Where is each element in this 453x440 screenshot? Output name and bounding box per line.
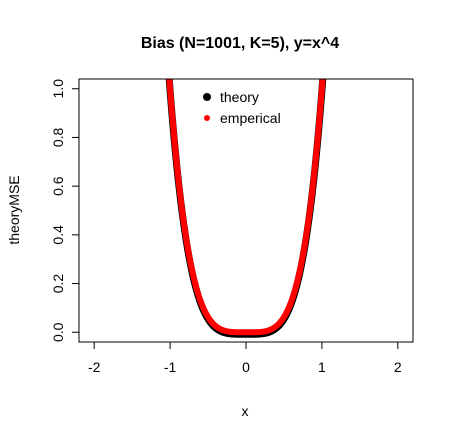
x-axis-label: x [242, 403, 249, 419]
x-tick-label: 1 [318, 359, 326, 375]
legend: theory emperical [203, 89, 281, 126]
y-axis: 0.0 0.2 0.4 0.6 0.8 1.0 [50, 79, 80, 342]
y-tick-label: 1.0 [50, 79, 66, 99]
y-tick-label: 0.4 [50, 225, 66, 245]
y-tick-label: 0.0 [50, 322, 66, 342]
legend-label-theory: theory [220, 89, 259, 105]
x-tick-label: -2 [88, 359, 101, 375]
legend-marker-theory [203, 93, 211, 101]
x-axis: -2 -1 0 1 2 [88, 341, 402, 375]
y-tick-label: 0.8 [50, 128, 66, 148]
x-tick-label: 0 [242, 359, 250, 375]
chart-title: Bias (N=1001, K=5), y=x^4 [141, 35, 339, 52]
series-line-emperical [166, 79, 326, 336]
x-tick-label: 2 [394, 359, 402, 375]
y-axis-label: theoryMSE [6, 175, 22, 244]
y-tick-label: 0.6 [50, 176, 66, 196]
legend-marker-emperical [204, 115, 210, 121]
y-tick-label: 0.2 [50, 274, 66, 294]
series-layer [165, 79, 327, 338]
x-tick-label: -1 [164, 359, 177, 375]
legend-label-emperical: emperical [220, 110, 281, 126]
